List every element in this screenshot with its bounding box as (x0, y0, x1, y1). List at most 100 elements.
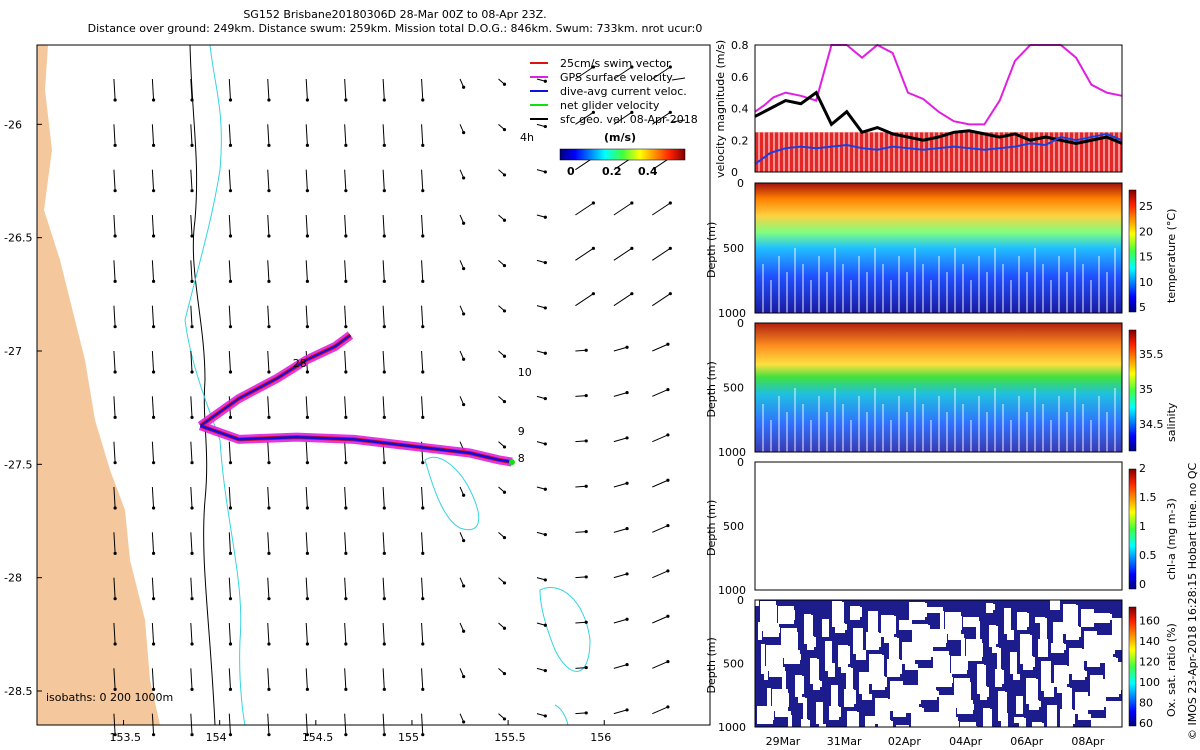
geo-velocity-arrow-head (305, 98, 309, 102)
oxygen-gap (892, 660, 902, 674)
geo-velocity-arrow-head (305, 687, 309, 691)
oxygen-gap (977, 664, 984, 694)
geo-velocity-arrow-head (584, 348, 588, 352)
geo-velocity-arrow-head (305, 642, 309, 646)
geo-velocity-arrow-head (228, 325, 233, 329)
geo-velocity-arrow-head (190, 597, 194, 601)
depth-tick: 1000 (718, 584, 746, 597)
geo-velocity-arrow-head (228, 415, 233, 419)
geo-velocity-arrow-head (228, 279, 233, 283)
geo-velocity-arrow-head (344, 461, 348, 465)
geo-velocity-arrow-head (267, 551, 271, 555)
isobath-1000-seamount-b (539, 587, 591, 672)
velocity-y-tick: 0.6 (731, 71, 749, 84)
oxygen-gap (905, 664, 918, 670)
geo-velocity-arrow-head (462, 584, 466, 588)
geo-velocity-arrow (421, 486, 424, 509)
geo-velocity-arrow-head (630, 201, 634, 205)
oxygen-gap (929, 713, 942, 731)
date-tick-label: 08Apr (1071, 735, 1105, 748)
cbar-tick: 120 (1139, 655, 1160, 668)
geo-velocity-arrow (151, 441, 155, 463)
geo-velocity-arrow-head (584, 665, 588, 670)
geo-velocity-arrow (613, 528, 628, 533)
oxygen-gap (1007, 630, 1014, 640)
oxygen-gap (983, 708, 990, 734)
geo-velocity-arrow-head (584, 620, 588, 624)
day-label: 9 (518, 425, 525, 438)
oxygen-gap (804, 614, 811, 644)
oxygen-gap (961, 638, 965, 664)
geo-velocity-arrow-head (190, 189, 194, 193)
oxygen-gap (991, 604, 995, 610)
geo-velocity-arrow-head (267, 370, 271, 374)
geo-velocity-arrow (382, 668, 385, 690)
oxygen-gap (767, 688, 771, 714)
geo-velocity-arrow-head (267, 189, 271, 193)
geo-velocity-arrow-head (421, 325, 425, 329)
geo-velocity-arrow-head (630, 65, 634, 69)
geo-velocity-arrow-head (113, 415, 117, 419)
y-tick-label: -27 (4, 345, 22, 358)
date-tick-label: 31Mar (827, 735, 862, 748)
geo-velocity-arrow (267, 78, 270, 101)
oxygen-gap (831, 685, 838, 711)
oxygen-gap (818, 681, 822, 687)
x-tick-label: 153.5 (110, 731, 141, 744)
oxygen-gap (1013, 674, 1020, 680)
oxygen-gap (939, 695, 955, 721)
geo-velocity-arrow-head (630, 292, 634, 296)
geo-velocity-arrow-head (382, 370, 386, 374)
geo-velocity-arrow-head (666, 569, 670, 573)
geo-velocity-arrow-head (543, 623, 547, 627)
geo-velocity-arrow-head (190, 461, 194, 465)
geo-velocity-arrow-head (382, 551, 386, 555)
geo-velocity-arrow-head (502, 263, 507, 268)
oxygen-gap (1115, 640, 1131, 650)
geo-velocity-arrow (305, 622, 308, 645)
geo-velocity-arrow (382, 350, 385, 373)
geo-velocity-arrow (344, 260, 347, 282)
oxygen-gap (828, 663, 835, 677)
geo-velocity-arrow-head (543, 396, 547, 401)
oxygen-gap (1114, 724, 1127, 734)
oxygen-gap (1034, 701, 1041, 707)
legend-arrow (671, 77, 686, 81)
depth-tick: 500 (723, 658, 744, 671)
geo-velocity-arrow (113, 486, 116, 509)
geo-velocity-arrow-head (666, 614, 670, 618)
cbar-tick: 25 (1139, 200, 1153, 213)
colorbar-chl-a (1128, 468, 1137, 590)
geo-velocity-arrow-head (382, 189, 386, 193)
oxygen-gap (908, 686, 921, 704)
geo-velocity-arrow (305, 169, 308, 191)
oxygen-gap (775, 711, 791, 717)
geo-velocity-arrow (344, 305, 347, 327)
geo-velocity-arrow-head (267, 597, 271, 601)
geo-velocity-arrow (267, 260, 270, 282)
oxygen-gap (871, 633, 881, 647)
oxygen-gap (877, 677, 887, 687)
geo-velocity-arrow-head (625, 708, 629, 712)
day-label: 10 (518, 366, 532, 379)
geo-velocity-arrow (382, 396, 385, 418)
title-line-2: Distance over ground: 249km. Distance sw… (87, 22, 703, 35)
geo-velocity-arrow (575, 111, 594, 125)
geo-velocity-arrow-head (543, 260, 547, 265)
geo-velocity-arrow-head (584, 529, 588, 534)
geo-velocity-arrow (228, 622, 231, 645)
geo-velocity-arrow-head (625, 662, 629, 667)
oxygen-gap (930, 629, 946, 647)
geo-velocity-arrow (613, 709, 628, 715)
oxygen-gap (1093, 697, 1106, 707)
geo-velocity-arrow (113, 668, 116, 690)
geo-velocity-arrow (267, 214, 270, 237)
geo-velocity-arrow-head (344, 687, 348, 691)
geo-velocity-arrow (305, 305, 308, 327)
cbar-tick: 0 (1139, 578, 1146, 591)
geo-velocity-arrow-head (344, 279, 348, 283)
geo-velocity-arrow-head (228, 461, 233, 465)
geo-velocity-arrow (652, 525, 669, 533)
oxygen-gap (853, 628, 863, 654)
geo-velocity-arrow (190, 713, 193, 735)
